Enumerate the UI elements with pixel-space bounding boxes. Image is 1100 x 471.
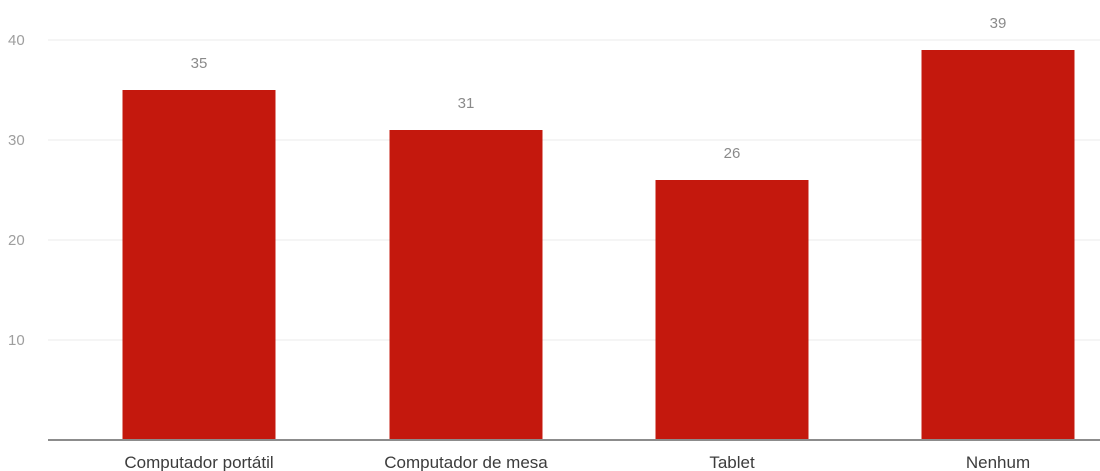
x-tick-label: Tablet [709,453,755,471]
bar-3 [655,180,809,440]
y-tick-label: 30 [8,132,25,149]
data-label: 31 [458,95,475,112]
x-tick-label: Nenhum [966,453,1030,471]
x-tick-label: Computador portátil [124,453,273,471]
data-labels: 35 31 26 39 [191,15,1007,162]
y-axis-ticks: 10 20 30 40 [8,32,25,349]
x-axis-categories: Computador portátil Computador de mesa Tab… [124,453,1030,471]
data-label: 39 [990,15,1007,32]
y-tick-label: 20 [8,232,25,249]
bars [122,50,1075,440]
y-tick-label: 10 [8,332,25,349]
bar-2 [389,130,543,440]
y-tick-label: 40 [8,32,25,49]
bar-4 [921,50,1075,440]
x-tick-label: Computador de mesa [384,453,548,471]
data-label: 26 [724,145,741,162]
data-label: 35 [191,55,208,72]
bar-1 [122,90,276,440]
